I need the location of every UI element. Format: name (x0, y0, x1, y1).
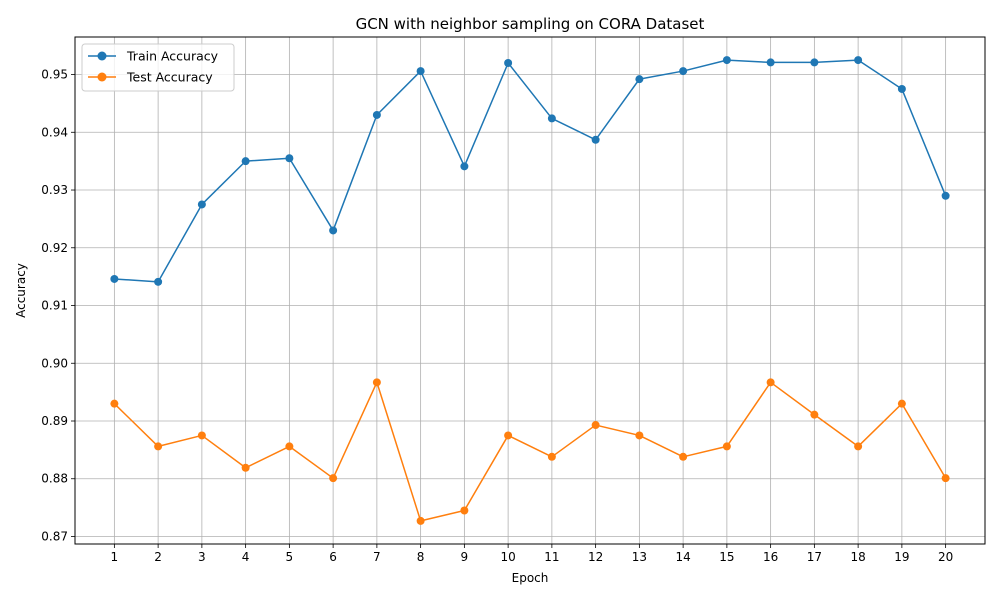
train-accuracy-point (416, 67, 425, 76)
legend-test-marker (97, 72, 107, 82)
x-tick-label: 15 (719, 550, 734, 564)
tick-layer: 1 2 3 4 5 6 7 8 9 10 11 12 13 14 15 16 17 18 19 200.870.880… (41, 68, 953, 564)
x-tick-label: 9 (461, 550, 469, 564)
train-accuracy-point (766, 58, 775, 67)
x-tick-label: 5 (286, 550, 294, 564)
train-accuracy-point (504, 58, 513, 67)
train-accuracy-point (285, 154, 294, 163)
y-axis-label: Accuracy (14, 263, 28, 318)
test-accuracy-point (591, 421, 600, 430)
test-accuracy-point (110, 399, 119, 408)
train-accuracy-point (810, 58, 819, 67)
legend-train-marker (97, 51, 107, 61)
series-layer (110, 56, 950, 525)
x-tick-label: 3 (198, 550, 206, 564)
test-accuracy-point (635, 431, 644, 440)
test-accuracy-point (285, 442, 294, 451)
test-accuracy-point (154, 442, 163, 451)
x-tick-label: 14 (675, 550, 690, 564)
legend: Train Accuracy Test Accuracy (81, 43, 235, 92)
legend-box (81, 43, 235, 92)
test-accuracy-point (547, 452, 556, 461)
train-accuracy-point (197, 200, 206, 209)
test-accuracy-point (810, 410, 819, 419)
test-accuracy-point (241, 463, 250, 472)
test-accuracy-point (941, 474, 950, 483)
y-tick-label: 0.95 (41, 68, 68, 82)
train-accuracy-point (372, 110, 381, 119)
y-tick-label: 0.87 (41, 529, 68, 543)
test-accuracy-line (113, 381, 947, 522)
x-axis-label: Epoch (512, 571, 549, 585)
test-accuracy-point (766, 378, 775, 387)
train-accuracy-point (897, 84, 906, 93)
train-accuracy-point (635, 75, 644, 84)
y-tick-label: 0.94 (41, 125, 68, 139)
test-accuracy-point (854, 442, 863, 451)
train-accuracy-line (114, 59, 947, 283)
y-tick-label: 0.91 (41, 299, 68, 313)
test-accuracy-point (897, 399, 906, 408)
train-accuracy-point (241, 157, 250, 166)
x-tick-label: 18 (850, 550, 865, 564)
x-tick-label: 2 (154, 550, 162, 564)
x-tick-label: 13 (632, 550, 647, 564)
x-tick-label: 10 (500, 550, 515, 564)
x-tick-label: 7 (373, 550, 381, 564)
chart-title: GCN with neighbor sampling on CORA Datas… (356, 15, 705, 33)
x-tick-label: 12 (588, 550, 603, 564)
plot-area-frame (74, 36, 986, 545)
test-accuracy-point (504, 431, 513, 440)
y-tick-label: 0.92 (41, 241, 68, 255)
train-accuracy-point (329, 226, 338, 235)
x-tick-label: 11 (544, 550, 559, 564)
x-tick-label: 4 (242, 550, 250, 564)
y-tick-label: 0.90 (41, 356, 68, 370)
x-tick-label: 19 (894, 550, 909, 564)
test-accuracy-point (416, 516, 425, 525)
y-tick-label: 0.89 (41, 414, 68, 428)
test-accuracy-point (329, 474, 338, 483)
train-accuracy-point (722, 56, 731, 65)
train-accuracy-point (854, 56, 863, 65)
x-tick-label: 16 (763, 550, 778, 564)
test-accuracy-point (722, 442, 731, 451)
train-accuracy-point (679, 67, 688, 76)
x-tick-label: 17 (807, 550, 822, 564)
train-accuracy-point (154, 277, 163, 286)
train-accuracy-point (547, 114, 556, 123)
train-accuracy-point (591, 135, 600, 144)
test-accuracy-point (460, 506, 469, 515)
x-tick-label: 6 (329, 550, 337, 564)
train-accuracy-point (941, 191, 950, 200)
train-accuracy-point (110, 274, 119, 283)
legend-test-label: Test Accuracy (126, 70, 213, 85)
legend-train-label: Train Accuracy (126, 49, 219, 64)
x-tick-label: 8 (417, 550, 425, 564)
y-tick-label: 0.88 (41, 472, 68, 486)
test-accuracy-point (372, 378, 381, 387)
x-tick-label: 20 (938, 550, 953, 564)
test-accuracy-point (197, 431, 206, 440)
test-accuracy-point (679, 452, 688, 461)
x-tick-label: 1 (111, 550, 119, 564)
train-accuracy-point (460, 162, 469, 171)
y-tick-label: 0.93 (41, 183, 68, 197)
